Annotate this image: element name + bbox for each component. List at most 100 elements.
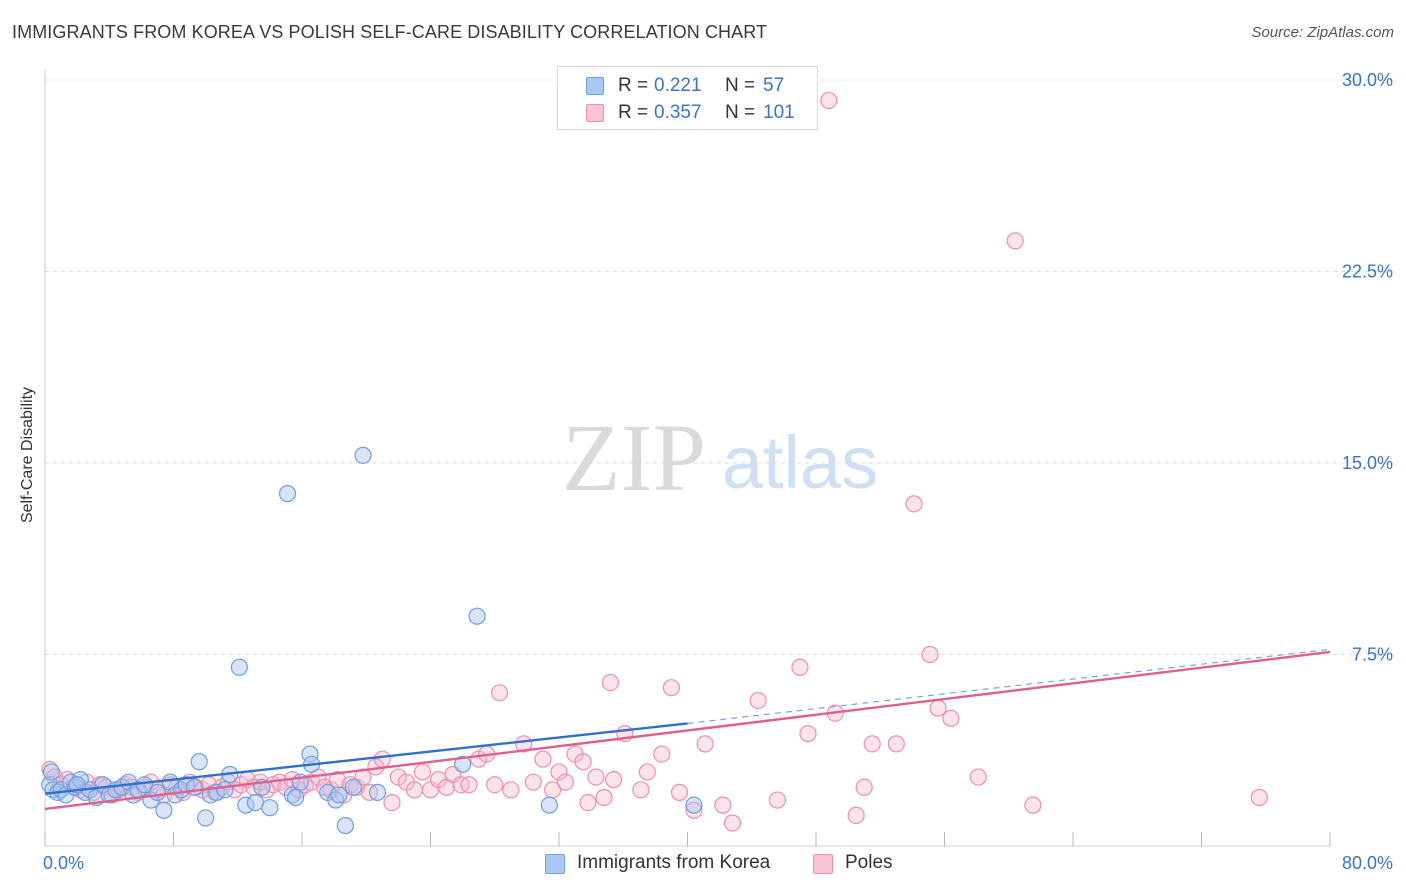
chart-source: Source: ZipAtlas.com — [1251, 24, 1394, 41]
korea-point — [685, 796, 703, 814]
korea-point — [216, 781, 234, 799]
poles-point — [662, 679, 681, 697]
poles-point — [587, 768, 605, 786]
poles-point — [638, 763, 656, 781]
poles-legend-swatch — [813, 854, 833, 874]
poles-point — [887, 735, 905, 753]
x-tick-label: 0.0% — [43, 853, 84, 873]
y-tick-label: 30.0% — [1342, 70, 1393, 90]
poles-point — [768, 791, 787, 809]
tick-labels: 7.5% 15.0% 22.5% 30.0% 0.0% 80.0% — [43, 70, 1393, 873]
poles-point — [574, 753, 592, 771]
poles-trendline — [44, 650, 1331, 811]
korea-point — [336, 816, 354, 835]
n-label: N = — [725, 102, 756, 123]
poles-point — [942, 709, 960, 727]
korea-point — [454, 755, 472, 773]
korea-point — [190, 753, 208, 771]
poles-point — [749, 691, 767, 710]
r-value: 0.357 — [654, 102, 702, 123]
poles-point — [905, 495, 923, 513]
poles-point — [502, 781, 520, 799]
poles-point — [524, 773, 542, 791]
poles-point — [550, 763, 568, 781]
chart-title: IMMIGRANTS FROM KOREA VS POLISH SELF-CAR… — [12, 22, 768, 42]
poles-point — [605, 771, 623, 789]
korea-point — [330, 786, 348, 804]
r-label: R = — [618, 75, 649, 96]
korea-trendline-extension — [687, 648, 1331, 725]
n-value: 101 — [763, 102, 795, 123]
poles-point — [1250, 788, 1268, 807]
poles-point — [685, 801, 703, 819]
poles-point — [670, 783, 689, 801]
korea-point — [185, 778, 203, 796]
korea-point — [283, 786, 301, 804]
poles-point — [534, 750, 552, 768]
poles-point — [855, 778, 873, 796]
poles-point — [696, 735, 714, 753]
korea-point — [286, 788, 305, 807]
poles-point — [579, 793, 597, 812]
poles-point — [653, 745, 671, 763]
poles-point — [863, 735, 881, 753]
korea-point — [42, 763, 61, 781]
poles-point — [405, 781, 424, 799]
poles-point — [791, 658, 809, 676]
korea-point — [246, 793, 265, 812]
korea-point — [354, 446, 372, 464]
poles-point — [601, 673, 620, 692]
trendlines — [44, 648, 1331, 811]
korea-point — [261, 799, 279, 817]
legend-label: Immigrants from Korea — [577, 852, 771, 873]
stats-box: R = 0.221 N = 57 R = 0.357 N = 101 — [557, 66, 818, 130]
korea-legend-swatch — [545, 854, 565, 874]
poles-point — [383, 793, 401, 812]
poles-point — [460, 776, 478, 794]
gridlines — [45, 79, 1395, 655]
poles-point — [373, 750, 391, 768]
legend: Immigrants from Korea Poles — [0, 851, 1406, 879]
korea-point — [197, 809, 215, 827]
y-tick-label: 22.5% — [1342, 262, 1393, 282]
korea-point — [278, 485, 297, 503]
r-value: 0.221 — [654, 75, 702, 96]
poles-point — [490, 684, 509, 702]
watermark-atlas: atlas — [722, 421, 878, 504]
poles-point — [595, 788, 613, 807]
poles-point — [632, 781, 650, 799]
korea-swatch — [586, 77, 604, 95]
korea-point — [540, 796, 558, 814]
poles-point — [921, 645, 939, 664]
korea-trendline — [44, 722, 688, 795]
korea-point — [230, 658, 248, 676]
poles-point — [723, 814, 742, 832]
poles-point — [969, 768, 987, 786]
korea-point — [468, 607, 486, 625]
korea-point — [155, 801, 173, 819]
poles-point — [799, 725, 817, 743]
poles-swatch — [586, 104, 604, 122]
watermark-zip: ZIP — [562, 404, 706, 511]
poles-point — [1006, 232, 1024, 250]
poles-point — [413, 763, 432, 781]
watermark: ZIP atlas — [562, 404, 878, 511]
y-tick-label: 15.0% — [1342, 453, 1393, 473]
korea-point — [237, 796, 255, 814]
n-value: 57 — [763, 75, 785, 96]
stats-row-poles: R = 0.357 N = 101 — [558, 100, 817, 128]
n-label: N = — [725, 75, 756, 96]
r-label: R = — [618, 102, 649, 123]
x-tick-label: 80.0% — [1342, 853, 1393, 873]
korea-point — [368, 783, 387, 801]
legend-label: Poles — [845, 852, 893, 873]
poles-point — [714, 796, 732, 814]
poles-point — [486, 776, 504, 794]
stats-row-korea: R = 0.221 N = 57 — [558, 73, 817, 101]
y-tick-label: 7.5% — [1352, 645, 1393, 665]
poles-point — [1024, 796, 1042, 814]
poles-point — [820, 91, 838, 110]
axes — [44, 70, 1331, 847]
poles-point — [847, 806, 865, 824]
